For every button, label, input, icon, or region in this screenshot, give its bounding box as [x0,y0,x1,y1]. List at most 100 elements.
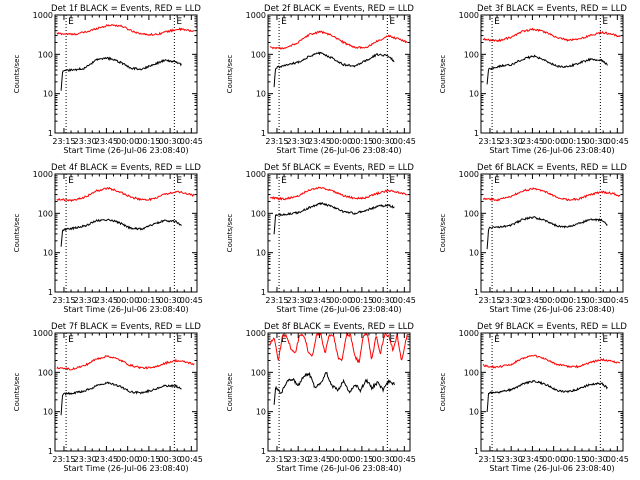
panel-2-xtick-label: 00:45 [393,137,416,146]
panel-3-ytick-label: 100 [464,50,479,59]
panel-7-marker-label-1: E [68,335,74,345]
panel-3-axes-frame [480,14,624,134]
panel-9-axes-frame [480,332,624,452]
panel-6-xtick-label: 23:15 [478,296,501,305]
panel-9-xtick-label: 23:30 [500,455,523,464]
panel-4-ytick-label: 1 [48,288,53,297]
panel-1-ylabel: Counts/sec [13,55,21,94]
panel-5-ytick-label: 1000 [246,170,266,179]
panel-6-ytick-label: 1000 [459,170,479,179]
panel-6-marker-label-2: E [602,176,608,186]
panel-7-ylabel: Counts/sec [13,373,21,412]
panel-3-title: Det 3f BLACK = Events, RED = LLD [477,4,627,14]
panel-7-xtick-label: 00:00 [116,455,139,464]
panel-5-series-events [273,202,395,235]
panel-1-series-lld [56,24,195,37]
panel-5-marker-label-2: E [389,176,395,186]
panel-1-ytick-label: 100 [38,50,53,59]
panel-3-marker-label-1: E [494,17,500,27]
panel-6-ytick-label: 1 [474,288,479,297]
panel-5-xtick-label: 00:15 [350,296,373,305]
panel-2-ytick-label: 10 [256,90,266,99]
panel-3-series-events [486,54,608,85]
panel-9-series-events [486,379,608,413]
panel-3-xtick-label: 23:30 [500,137,523,146]
panel-7-series-events [60,381,182,416]
panel-8-axes-frame [267,332,411,452]
panel-6-title: Det 6f BLACK = Events, RED = LLD [477,163,627,173]
panel-6-xtick-label: 00:30 [585,296,608,305]
panel-4-axes-frame [54,173,198,293]
panel-8-xtick-label: 00:30 [372,455,395,464]
panel-8-xtick-label: 00:15 [350,455,373,464]
panel-6-xtick-label: 00:00 [542,296,565,305]
panel-5-xtick-label: 00:00 [329,296,352,305]
panel-4-series-lld [56,186,195,203]
panel-3-xtick-label: 23:45 [521,137,544,146]
panel-4-xlabel: Start Time (26-Jul-06 23:08:40) [63,305,188,314]
panel-3-xtick-label: 23:15 [478,137,501,146]
panel-2-title: Det 2f BLACK = Events, RED = LLD [264,4,414,14]
panel-6-marker-label-1: E [494,176,500,186]
panel-7-xtick-label: 23:45 [95,455,118,464]
panel-8-marker-label-2: E [389,335,395,345]
panel-5-marker-label-1: E [281,176,287,186]
panel-7-xtick-label: 23:15 [52,455,75,464]
panel-4-ytick-label: 100 [38,209,53,218]
panel-6-series-lld [482,187,621,202]
panel-5-ytick-label: 100 [251,209,266,218]
panel-2-xtick-label: 23:15 [265,137,288,146]
panel-2-ytick-label: 1 [261,129,266,138]
panel-4-xtick-label: 00:45 [180,296,203,305]
panel-1-ytick-label: 1 [48,129,53,138]
panel-8-xtick-label: 00:45 [393,455,416,464]
panel-7-ytick-label: 100 [38,368,53,377]
panel-2-ytick-label: 100 [251,50,266,59]
panel-2-xlabel: Start Time (26-Jul-06 23:08:40) [276,146,401,155]
panel-7-axes-frame [54,332,198,452]
panel-9-ytick-label: 100 [464,368,479,377]
panel-8-marker-label-1: E [281,335,287,345]
panel-3-ytick-label: 1 [474,129,479,138]
panel-8-xtick-label: 23:30 [287,455,310,464]
panel-9-xtick-label: 00:30 [585,455,608,464]
panel-3-xtick-label: 00:30 [585,137,608,146]
panel-6-xtick-label: 23:45 [521,296,544,305]
panel-1-ytick-label: 1000 [33,11,53,20]
panel-8-title: Det 8f BLACK = Events, RED = LLD [264,322,414,332]
panel-6-xlabel: Start Time (26-Jul-06 23:08:40) [489,305,614,314]
panel-2-marker-label-2: E [389,17,395,27]
panel-8-ylabel: Counts/sec [226,373,234,412]
panel-2-xtick-label: 23:45 [308,137,331,146]
panel-2-xtick-label: 00:15 [350,137,373,146]
panel-7-xtick-label: 00:15 [137,455,160,464]
panel-5-xtick-label: 23:45 [308,296,331,305]
panel-6-ylabel: Counts/sec [439,214,447,253]
panel-5-xtick-label: 00:45 [393,296,416,305]
panel-3-ytick-label: 1000 [459,11,479,20]
panel-4-xtick-label: 00:00 [116,296,139,305]
panel-1-xtick-label: 23:15 [52,137,75,146]
panel-7-ytick-label: 1 [48,447,53,456]
panel-9-xtick-label: 00:00 [542,455,565,464]
panel-5-xlabel: Start Time (26-Jul-06 23:08:40) [276,305,401,314]
panel-5-ylabel: Counts/sec [226,214,234,253]
panel-8-ytick-label: 10 [256,408,266,417]
panel-8-series-events [273,371,395,405]
panel-4-xtick-label: 23:15 [52,296,75,305]
panel-1-marker-label-2: E [176,17,182,27]
panel-5-xtick-label: 00:30 [372,296,395,305]
panel-9-ytick-label: 1000 [459,329,479,338]
panel-8-ytick-label: 1000 [246,329,266,338]
panel-4-xtick-label: 00:30 [159,296,182,305]
panel-9-marker-label-1: E [494,335,500,345]
panel-8-xlabel: Start Time (26-Jul-06 23:08:40) [276,464,401,473]
panel-7-xlabel: Start Time (26-Jul-06 23:08:40) [63,464,188,473]
panel-6-xtick-label: 00:45 [606,296,629,305]
panel-2-series-events [273,51,395,88]
panel-9-series-lld [482,354,621,369]
panel-4-title: Det 4f BLACK = Events, RED = LLD [51,163,201,173]
panel-2-series-lld [269,30,408,50]
panel-3-xtick-label: 00:15 [563,137,586,146]
